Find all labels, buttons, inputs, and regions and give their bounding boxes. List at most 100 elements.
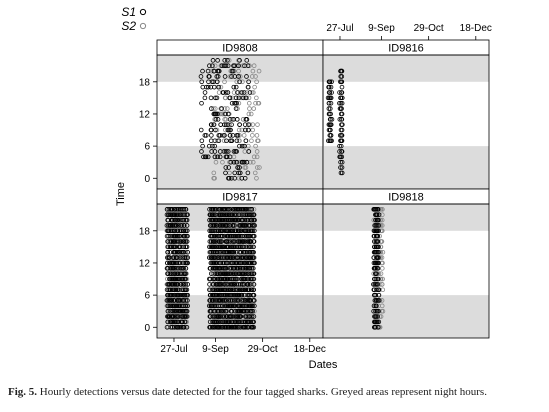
detection-point [226,58,232,63]
detection-point [231,159,237,165]
detection-point [376,223,381,228]
detection-point [230,319,235,325]
detection-point [376,298,382,303]
detection-point [221,319,226,325]
detection-point [373,292,379,298]
detection-point [338,143,344,149]
detection-point [257,165,262,170]
detection-point [245,282,251,287]
detection-point [203,133,209,138]
detection-point [376,255,381,260]
detection-point [217,223,223,228]
detection-point [183,249,189,255]
detection-point [376,212,382,218]
detection-point [183,276,188,282]
detection-point [243,287,249,293]
detection-point [219,106,224,111]
detection-point [185,303,190,309]
detection-point [252,223,257,228]
detection-point [375,233,381,239]
detection-point [251,271,257,276]
detection-point [169,298,175,303]
detection-point [328,95,334,101]
detection-point [250,122,256,127]
detection-point [372,298,378,303]
detection-point [235,106,240,111]
detection-point [183,303,189,309]
detection-point [247,207,253,212]
detection-point [374,287,379,293]
detection-point [172,228,178,234]
detection-point [206,255,212,260]
detection-point [338,165,343,170]
detection-point [337,117,343,122]
detection-point [371,303,377,309]
detection-point [226,298,232,303]
detection-point [210,276,216,282]
detection-point [215,74,221,79]
detection-point [230,207,236,212]
y-tick-label: 0 [144,323,150,334]
detection-point [211,298,216,303]
detection-point [238,74,243,79]
x-tick-label: 18-Dec [460,23,492,34]
detection-point [244,58,250,63]
detection-point [233,106,239,111]
detection-point [226,244,231,250]
detection-point [227,223,233,228]
detection-point [242,175,248,181]
detection-point [373,324,378,330]
detection-point [236,74,241,79]
detection-point [199,149,204,154]
detection-point [243,271,249,276]
detection-point [216,68,222,74]
detection-point [201,154,206,160]
detection-point [223,90,229,95]
detection-point [169,292,175,298]
detection-point [227,154,233,160]
detection-point [329,117,335,122]
detection-point [221,133,227,138]
detection-point [173,249,178,255]
detection-point [376,319,382,325]
detection-point [251,244,256,250]
detection-point [375,314,380,319]
detection-point [220,212,225,218]
x-tick-label: 9-Sep [202,344,229,355]
detection-point [376,292,382,298]
detection-point [167,271,173,276]
detection-point [229,292,235,298]
y-tick-label: 12 [139,109,151,120]
detection-point [224,154,230,160]
detection-point [374,212,380,218]
detection-point [182,319,188,325]
detection-point [235,133,241,138]
detection-point [235,314,241,319]
detection-point [337,100,342,106]
detection-point [234,159,240,165]
detection-point [234,138,240,144]
detection-point [229,100,235,106]
detection-point [184,319,190,325]
detection-point [176,223,181,228]
detection-point [237,165,242,170]
detection-point [236,68,241,74]
detection-point [256,100,262,106]
detection-point [181,266,186,271]
detection-point [240,282,245,287]
detection-point [164,260,170,266]
detection-point [251,255,256,260]
detection-point [226,165,232,170]
detection-point [217,260,222,266]
detection-point [176,287,181,293]
detection-point [215,138,220,144]
detection-point [227,122,232,127]
detection-point [207,217,212,223]
detection-point [328,111,333,117]
detection-point [176,260,181,266]
detection-point [211,122,217,127]
detection-point [329,138,334,144]
detection-point [185,228,190,234]
detection-point [202,95,208,101]
detection-point [242,122,248,127]
